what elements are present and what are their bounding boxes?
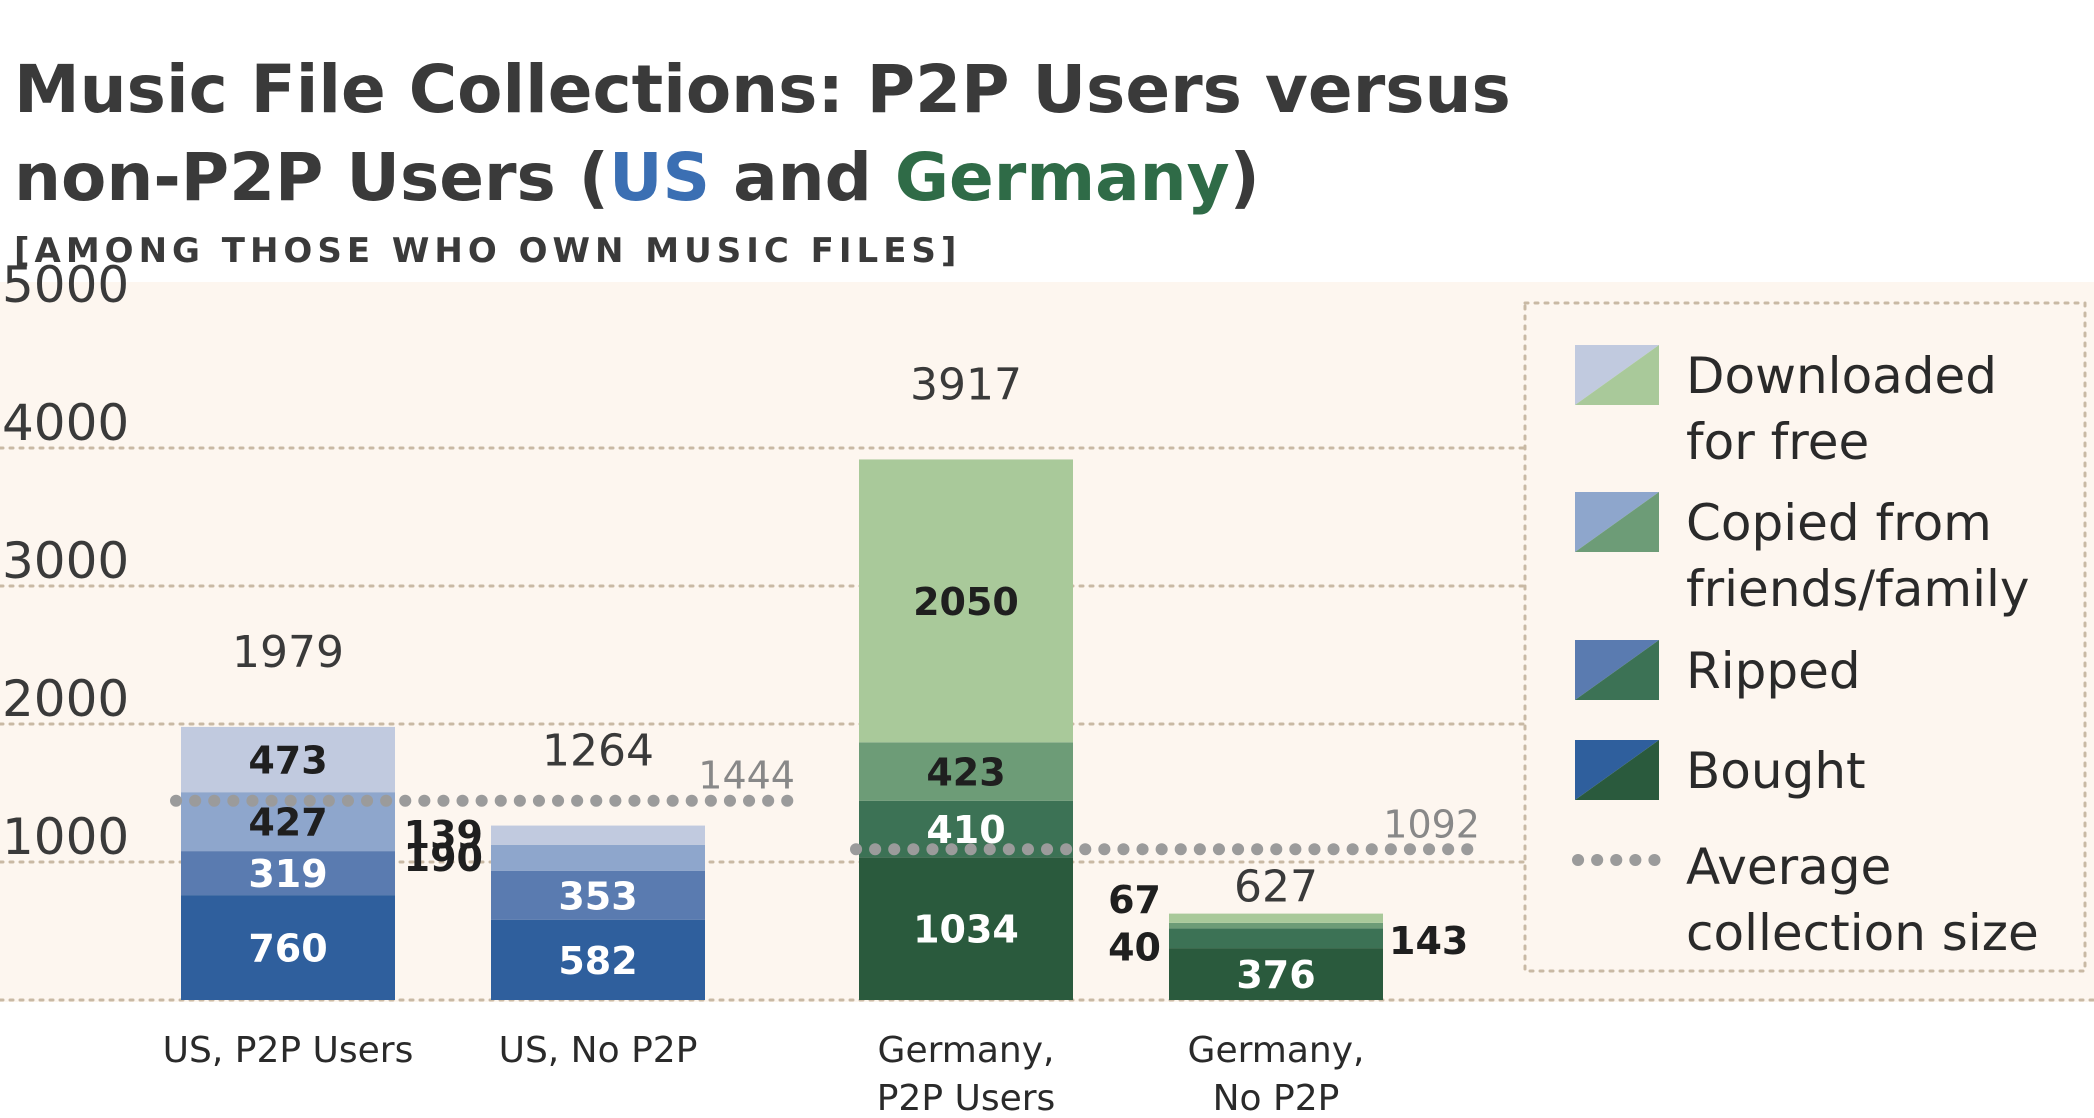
bar-label-1-0: 582 <box>558 939 637 983</box>
bar-label-0-2: 427 <box>248 801 327 845</box>
bar-label-2-2: 423 <box>926 751 1005 795</box>
bar-label-1-3: 139 <box>404 813 483 857</box>
title-part-close: ) <box>1230 139 1260 216</box>
category-label-3-1: No P2P <box>1213 1078 1340 1118</box>
legend-label-1-0: Copied from <box>1686 494 1992 552</box>
bar-segment-1-0 <box>491 919 705 1000</box>
bar-label-3-1: 143 <box>1389 919 1468 963</box>
chart-title-line-1: Music File Collections: P2P Users versus <box>14 51 1511 128</box>
legend-swatch-de-1 <box>1575 492 1659 552</box>
category-label-1-0: US, No P2P <box>499 1030 698 1071</box>
y-tick-1000: 1000 <box>2 808 129 866</box>
bar-segment-2-2 <box>859 742 1073 801</box>
bar-label-3-3: 67 <box>1108 878 1161 922</box>
bar-segment-0-1 <box>181 851 395 896</box>
bar-label-2-3: 2050 <box>913 580 1019 624</box>
legend-label-3-0: Bought <box>1686 742 1866 800</box>
chart-title-line-2: non-P2P Users (US and Germany) <box>14 139 1260 216</box>
legend: Downloaded for free Copied from friends/fam… <box>1572 345 2039 962</box>
y-tick-4000: 4000 <box>2 394 129 452</box>
legend-label-4-1: collection size <box>1686 904 2039 962</box>
title-part-and: and <box>710 139 895 216</box>
total-label-3: 627 <box>1234 862 1318 913</box>
legend-swatch-de-0 <box>1575 345 1659 405</box>
category-label-2-0: Germany, <box>878 1030 1055 1071</box>
legend-box <box>1523 301 2087 973</box>
total-label-0: 1979 <box>232 627 344 678</box>
y-tick-3000: 3000 <box>2 532 129 590</box>
y-tick-5000: 5000 <box>2 256 129 314</box>
bar-segment-0-0 <box>181 895 395 1000</box>
total-label-1: 1264 <box>542 726 654 777</box>
bar-label-1-2: 190 <box>404 836 483 880</box>
bars: 7603194274731979582353190139126410344104… <box>181 359 1468 1000</box>
legend-swatch-de-2 <box>1575 640 1659 700</box>
bar-segment-1-2 <box>491 844 705 871</box>
bar-label-3-0: 376 <box>1236 953 1315 997</box>
y-tick-2000: 2000 <box>2 670 129 728</box>
bar-label-3-2: 40 <box>1108 926 1161 970</box>
bar-label-2-0: 1034 <box>913 908 1019 952</box>
legend-label-2-0: Ripped <box>1686 642 1861 700</box>
average-label-germany: 1092 <box>1383 802 1480 846</box>
title-part-a: non-P2P Users ( <box>14 139 609 216</box>
bar-segment-3-1 <box>1169 928 1383 949</box>
title-part-germany: Germany <box>895 139 1230 216</box>
y-axis-ticks: 1000 2000 3000 4000 5000 <box>2 256 129 866</box>
legend-label-0-1: for free <box>1686 413 1869 471</box>
total-label-2: 3917 <box>910 359 1022 410</box>
legend-swatch-de-3 <box>1575 740 1659 800</box>
x-axis-categories: US, P2P Users US, No P2P Germany, P2P Users… <box>163 1030 1365 1118</box>
bar-label-0-0: 760 <box>248 927 327 971</box>
bar-segment-3-0 <box>1169 948 1383 1000</box>
bar-segment-3-3 <box>1169 913 1383 923</box>
category-label-3-0: Germany, <box>1188 1030 1365 1071</box>
bar-label-0-1: 319 <box>248 852 327 896</box>
category-label-2-1: P2P Users <box>877 1078 1056 1118</box>
bar-segment-3-2 <box>1169 922 1383 929</box>
chart-subtitle: [AMONG THOSE WHO OWN MUSIC FILES] <box>14 231 961 271</box>
bar-label-1-1: 353 <box>558 874 637 918</box>
average-label-us: 1444 <box>698 754 795 798</box>
category-label-0-0: US, P2P Users <box>163 1030 414 1071</box>
bar-segment-2-0 <box>859 857 1073 1000</box>
bar-segment-1-1 <box>491 870 705 920</box>
bar-segment-1-3 <box>491 825 705 845</box>
average-lines: 1444 1092 <box>170 754 1486 856</box>
legend-label-0-0: Downloaded <box>1686 347 1997 405</box>
title-part-us: US <box>609 139 710 216</box>
bar-segment-0-3 <box>181 726 395 793</box>
bar-segment-2-3 <box>859 459 1073 743</box>
legend-label-1-1: friends/family <box>1686 560 2029 618</box>
bar-label-0-3: 473 <box>248 739 327 783</box>
legend-label-4-0: Average <box>1686 838 1891 896</box>
